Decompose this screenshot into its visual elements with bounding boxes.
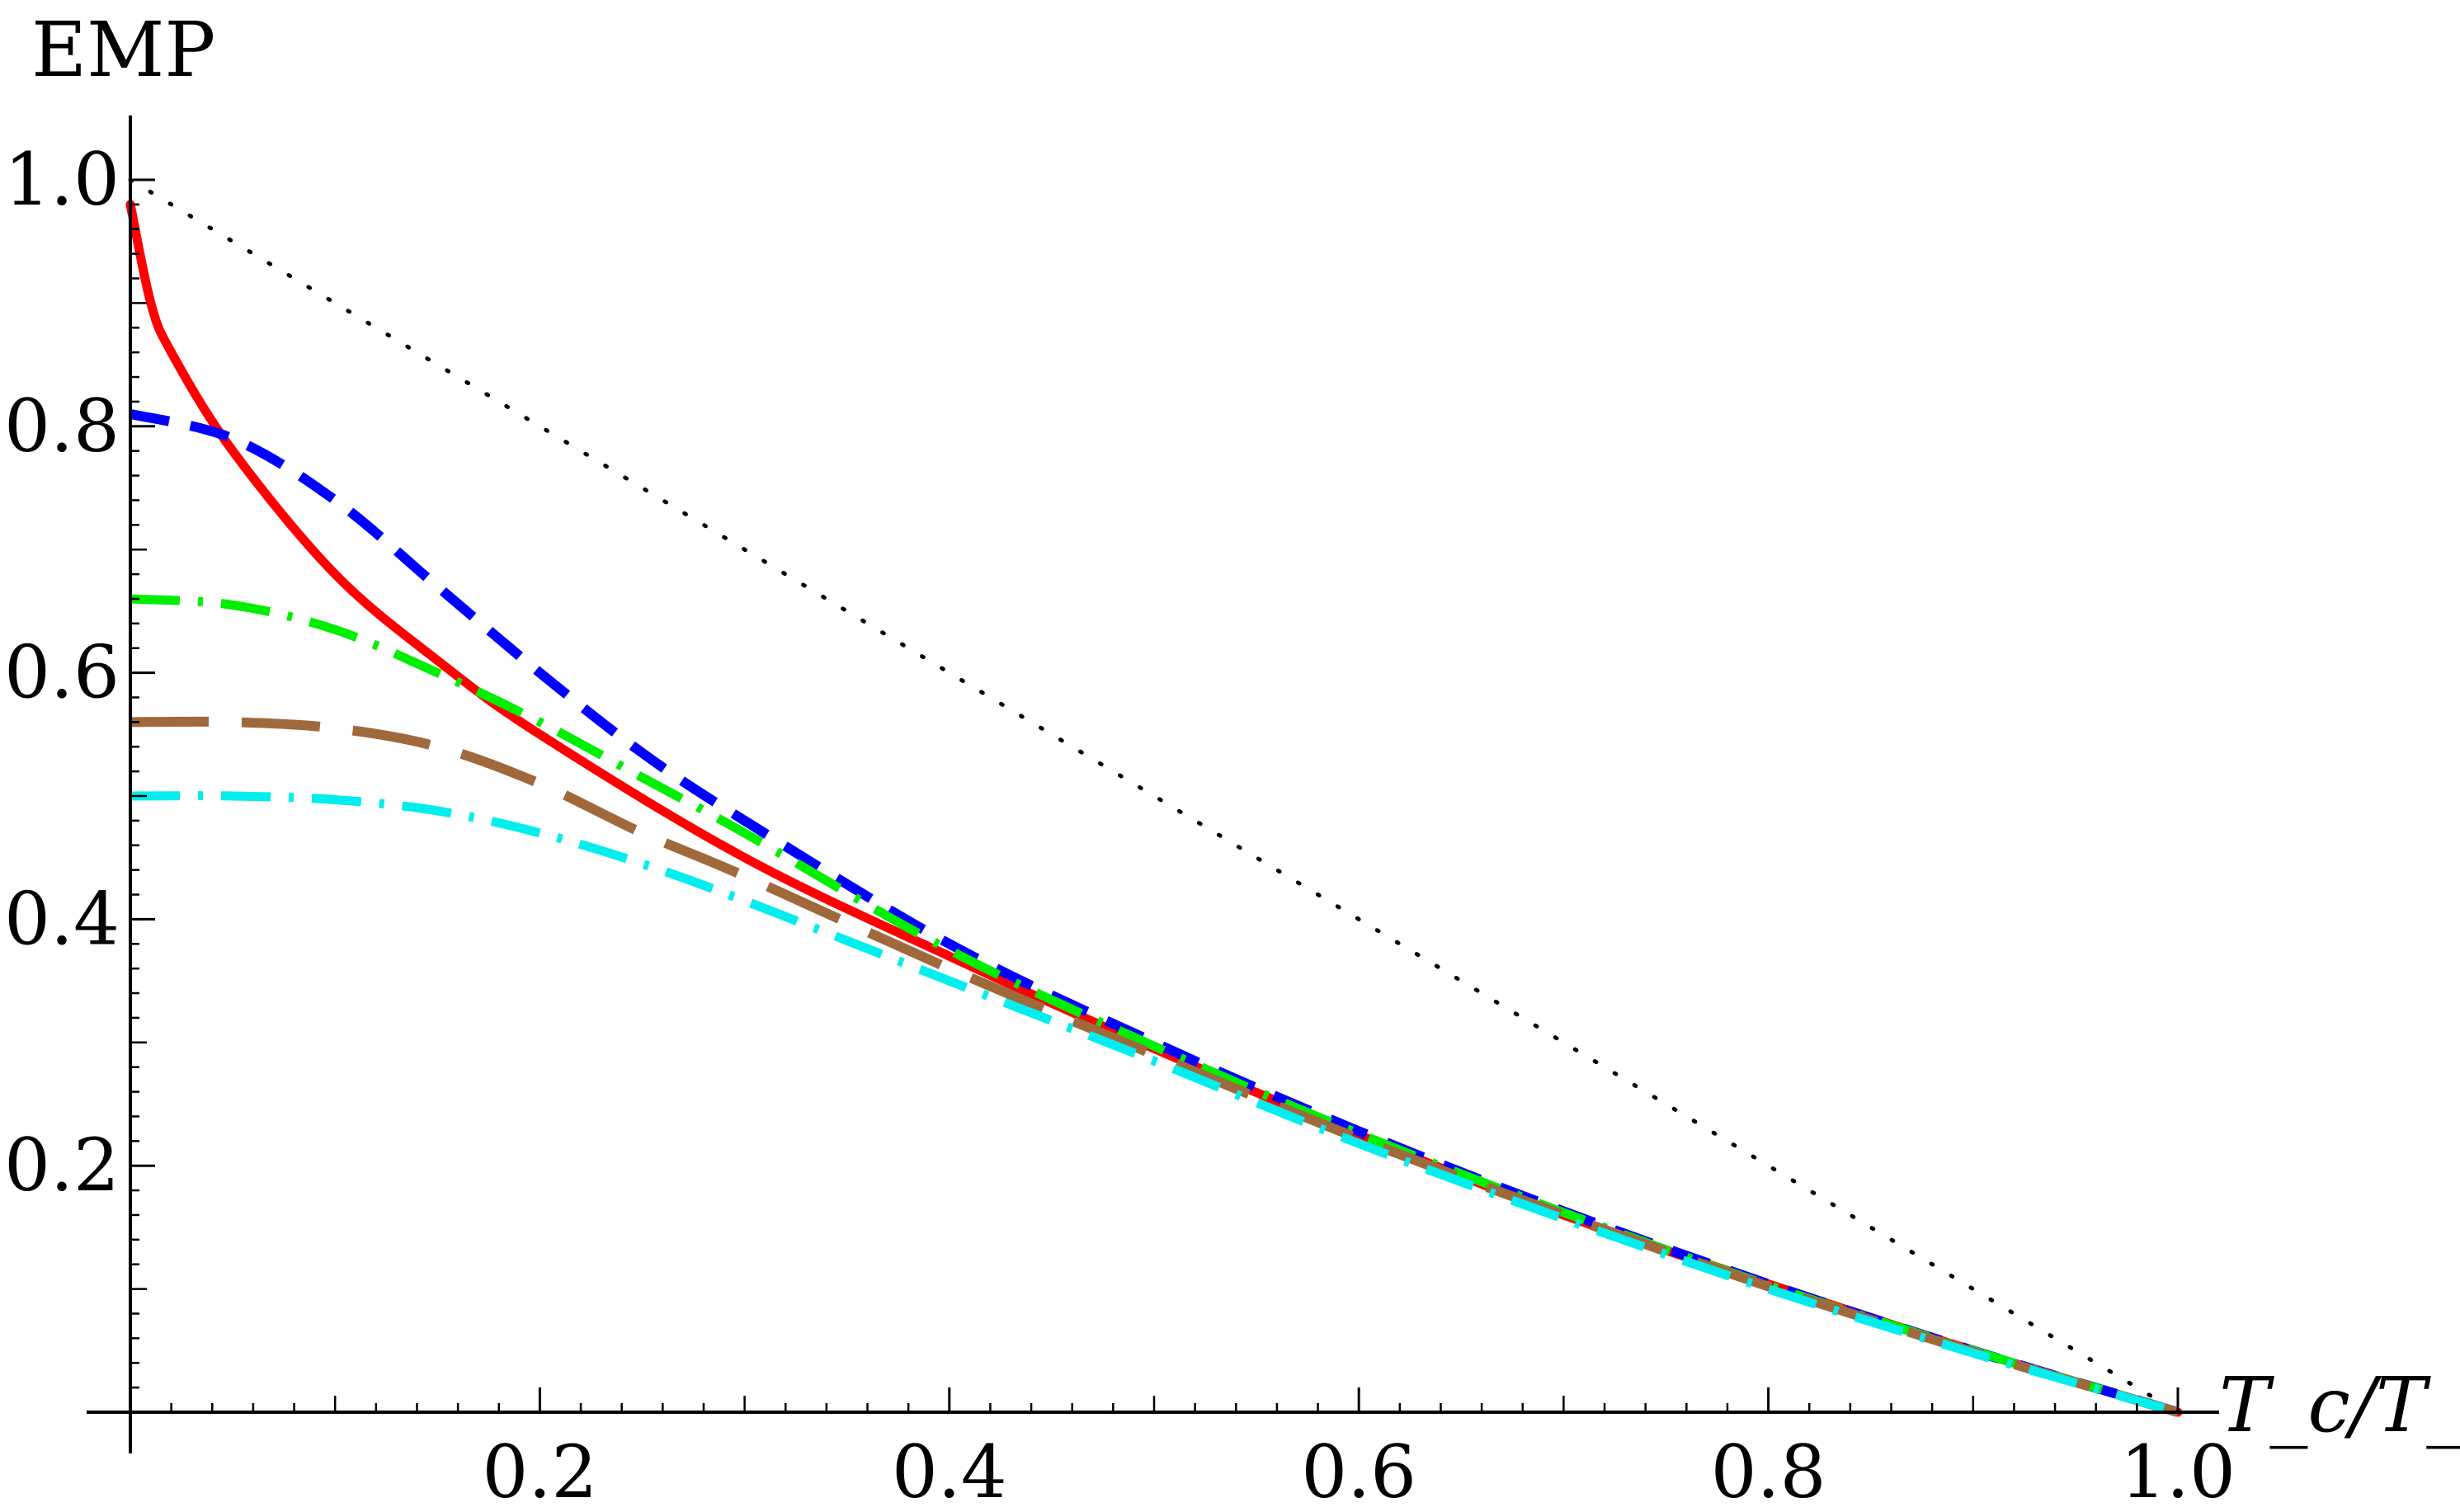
x-minor-ticks xyxy=(170,1396,2138,1412)
y-tick-label: 1.0 xyxy=(4,137,120,222)
x-tick-label: 0.4 xyxy=(892,1430,1007,1512)
y-tick-label: 0.8 xyxy=(4,384,120,469)
y-tick-label: 0.4 xyxy=(4,876,120,961)
series-line-6 xyxy=(130,791,2180,1417)
axes-layer: 0.2 0.4 0.6 0.8 1.0 0.2 0.4 0.6 0.8 1.0 xyxy=(4,115,2236,1512)
y-tick-label: 0.6 xyxy=(4,630,120,715)
x-tick-label: 0.8 xyxy=(1711,1430,1826,1512)
series-line-1 xyxy=(128,177,2180,1415)
x-ticks: 0.2 0.4 0.6 0.8 1.0 xyxy=(482,1387,2236,1512)
y-ticks: 0.2 0.4 0.6 0.8 1.0 xyxy=(4,137,155,1208)
series-layer xyxy=(125,177,2183,1417)
x-tick-label: 0.6 xyxy=(1301,1430,1416,1512)
series-line-3 xyxy=(129,409,2180,1417)
series-line-4 xyxy=(130,594,2180,1417)
x-axis-title: T_c/T_h xyxy=(2219,1361,2460,1449)
y-axis-title: EMP xyxy=(31,6,215,94)
y-tick-label: 0.2 xyxy=(4,1123,120,1208)
y-minor-ticks xyxy=(130,178,147,1389)
x-tick-label: 1.0 xyxy=(2120,1430,2236,1512)
x-tick-label: 0.2 xyxy=(482,1430,597,1512)
series-line-5 xyxy=(130,716,2180,1417)
